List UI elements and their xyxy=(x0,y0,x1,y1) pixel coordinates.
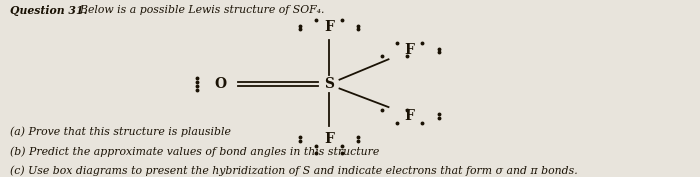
Text: F: F xyxy=(324,132,334,146)
Text: F: F xyxy=(405,109,414,123)
Text: (a) Prove that this structure is plausible: (a) Prove that this structure is plausib… xyxy=(10,127,232,137)
Text: (b) Predict the approximate values of bond angles in this structure: (b) Predict the approximate values of bo… xyxy=(10,146,379,157)
Text: (c) Use box diagrams to present the hybridization of S and indicate electrons th: (c) Use box diagrams to present the hybr… xyxy=(10,165,578,176)
Text: Below is a possible Lewis structure of SOF₄.: Below is a possible Lewis structure of S… xyxy=(73,5,324,15)
Text: S: S xyxy=(324,77,334,91)
Text: Question 31.: Question 31. xyxy=(10,5,88,16)
Text: F: F xyxy=(324,20,334,35)
Text: O: O xyxy=(214,77,227,91)
Text: F: F xyxy=(405,43,414,58)
